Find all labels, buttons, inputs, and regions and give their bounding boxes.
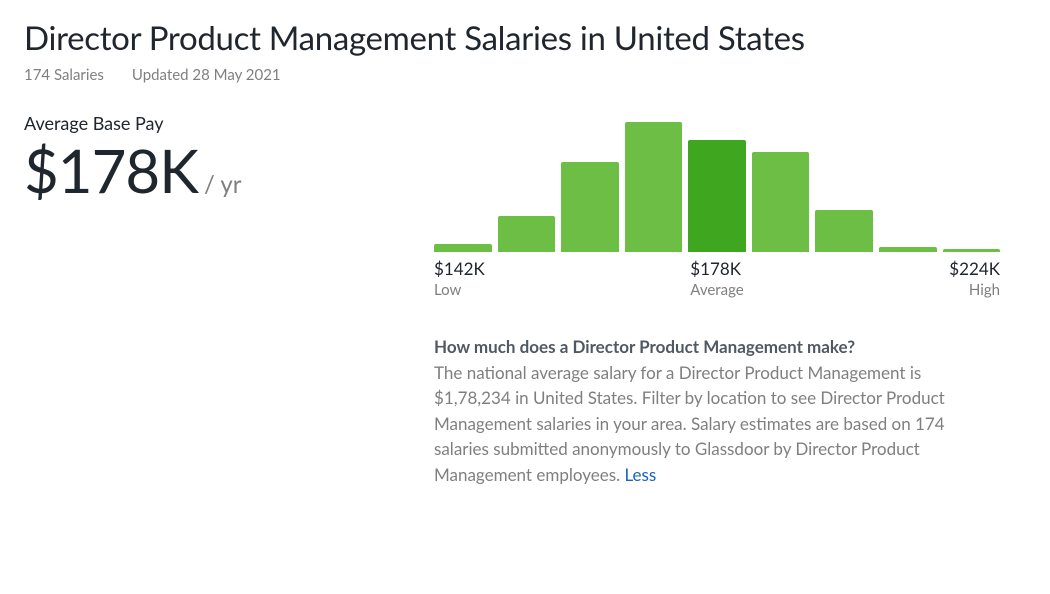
axis-center-value: $178K — [690, 258, 743, 279]
histogram-bars — [434, 112, 1000, 252]
axis-low-label: Low — [434, 281, 485, 299]
axis-high-label: High — [949, 281, 1000, 299]
histogram-bar — [688, 140, 746, 252]
histogram-bar — [879, 247, 937, 252]
average-pay-block: Average Base Pay $178K/ yr — [24, 112, 374, 487]
histogram-bar — [561, 162, 619, 252]
axis-high: $224K High — [949, 258, 1000, 299]
salary-histogram: $142K Low $178K Average $224K High — [434, 112, 1000, 304]
histogram-bar — [625, 122, 683, 252]
histogram-bar — [752, 152, 810, 252]
histogram-bar — [815, 210, 873, 252]
updated-date: Updated 28 May 2021 — [132, 66, 281, 84]
axis-high-value: $224K — [949, 258, 1000, 279]
salary-count: 174 Salaries — [24, 66, 104, 84]
histogram-axis: $142K Low $178K Average $224K High — [434, 258, 1000, 304]
toggle-less-link[interactable]: Less — [624, 464, 656, 485]
description-heading: How much does a Director Product Managem… — [434, 336, 855, 357]
axis-low: $142K Low — [434, 258, 485, 299]
average-pay-value: $178K — [24, 134, 198, 206]
axis-center-label: Average — [690, 281, 743, 299]
page-title: Director Product Management Salaries in … — [24, 18, 1026, 58]
average-pay-label: Average Base Pay — [24, 112, 374, 134]
histogram-bar — [498, 216, 556, 252]
axis-center: $178K Average — [690, 258, 743, 299]
histogram-bar — [943, 249, 1001, 252]
average-pay-value-row: $178K/ yr — [24, 140, 374, 200]
histogram-bar — [434, 244, 492, 252]
average-pay-per: / yr — [204, 170, 242, 199]
description-body: The national average salary for a Direct… — [434, 362, 945, 485]
axis-low-value: $142K — [434, 258, 485, 279]
meta-row: 174 Salaries Updated 28 May 2021 — [24, 66, 1026, 84]
description-block: How much does a Director Product Managem… — [434, 334, 1000, 487]
